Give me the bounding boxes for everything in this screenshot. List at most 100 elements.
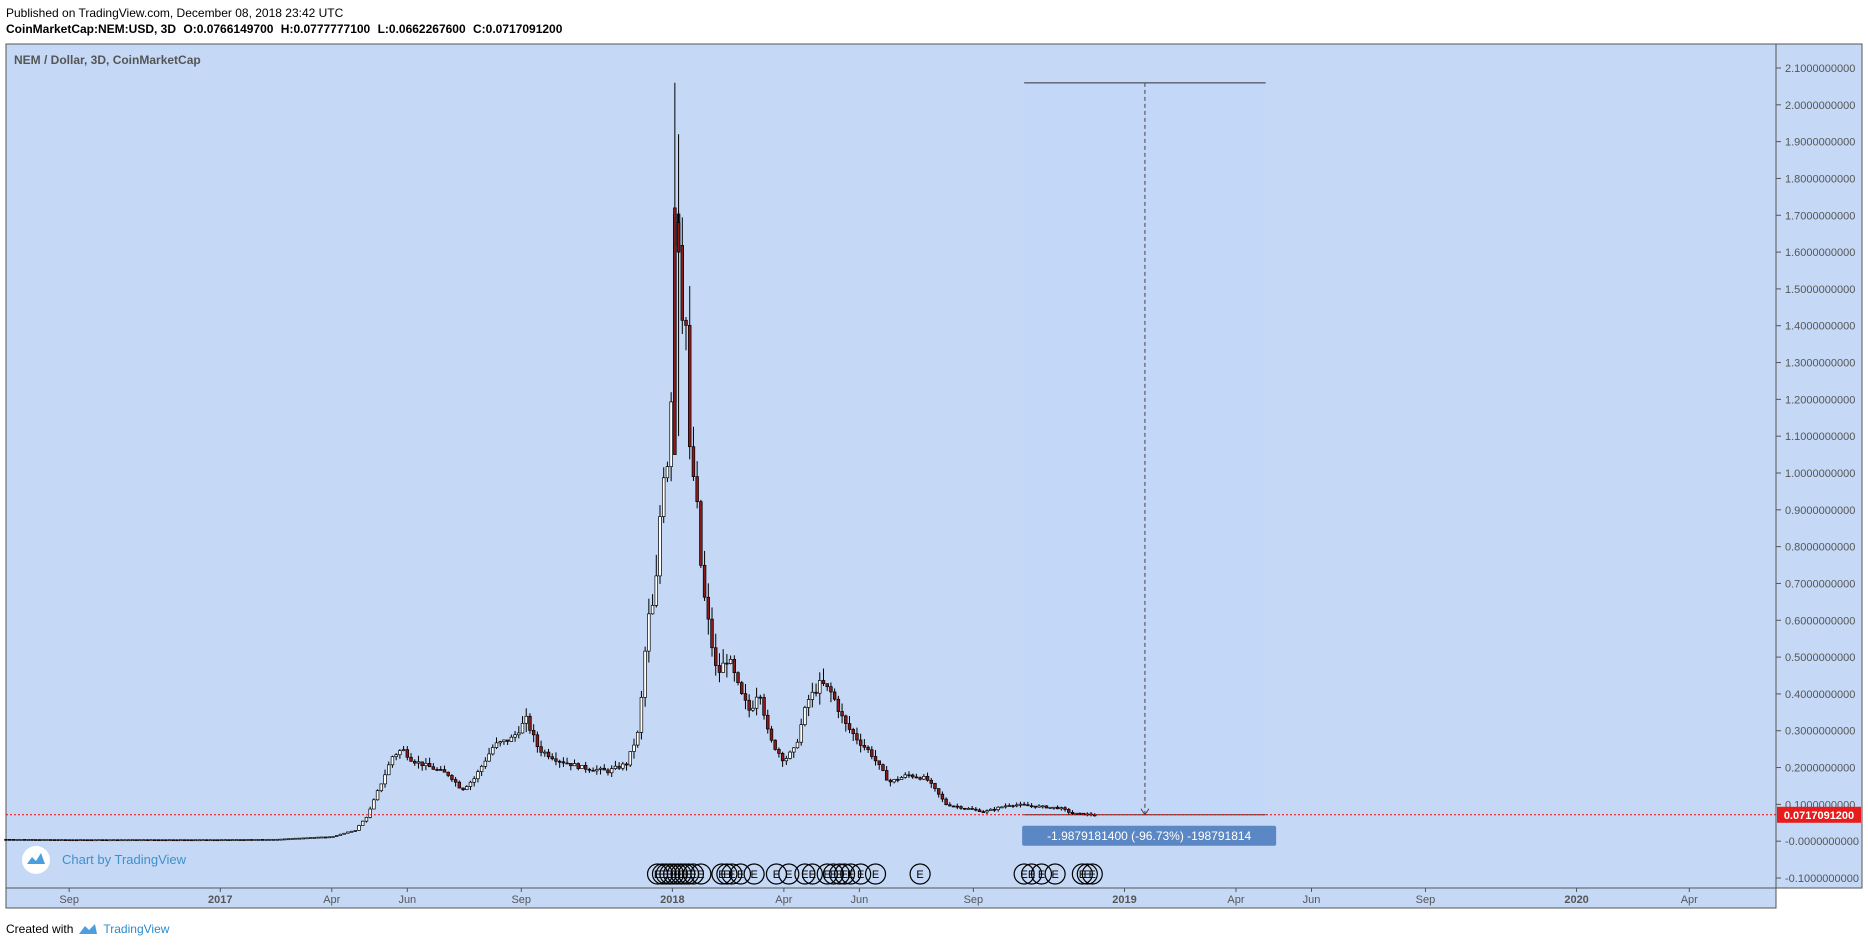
candle[interactable] <box>491 744 495 756</box>
candle[interactable] <box>416 755 421 769</box>
earnings-circle-icon[interactable]: E <box>778 863 800 885</box>
earnings-circle-icon[interactable]: E <box>677 863 700 885</box>
candle[interactable] <box>368 806 372 819</box>
candle[interactable] <box>866 745 870 753</box>
watermark[interactable]: Chart by TradingView <box>22 846 187 874</box>
candle[interactable] <box>583 761 588 773</box>
candle[interactable] <box>814 683 818 697</box>
time-axis-panel[interactable] <box>5 887 1777 909</box>
candle[interactable] <box>751 700 755 712</box>
candle[interactable] <box>925 772 930 782</box>
candle[interactable] <box>702 550 707 602</box>
candle[interactable] <box>792 747 796 758</box>
candle[interactable] <box>230 839 235 841</box>
candle[interactable] <box>238 839 242 841</box>
candle[interactable] <box>331 836 335 838</box>
candle[interactable] <box>1074 812 1078 815</box>
candle[interactable] <box>992 806 997 812</box>
candle[interactable] <box>728 655 733 665</box>
candle[interactable] <box>676 134 681 437</box>
candle[interactable] <box>714 633 718 676</box>
candle[interactable] <box>472 776 476 787</box>
measure-zone[interactable] <box>1024 82 1266 816</box>
candle[interactable] <box>271 838 276 841</box>
candle[interactable] <box>327 836 331 839</box>
plot-area[interactable] <box>5 43 1777 889</box>
candle[interactable] <box>598 766 603 775</box>
candle[interactable] <box>572 759 577 767</box>
candle[interactable] <box>688 286 692 460</box>
candle[interactable] <box>851 727 855 741</box>
candle[interactable] <box>342 832 346 835</box>
candle[interactable] <box>316 836 320 839</box>
candle[interactable] <box>167 839 172 842</box>
candle[interactable] <box>591 767 595 772</box>
candle[interactable] <box>832 688 837 701</box>
candle[interactable] <box>115 839 120 842</box>
candle[interactable] <box>944 797 948 806</box>
earnings-circle-icon[interactable]: E <box>666 863 688 885</box>
candle[interactable] <box>450 774 454 782</box>
candle[interactable] <box>888 778 893 787</box>
candle[interactable] <box>446 771 450 778</box>
candle[interactable] <box>305 837 309 840</box>
candle[interactable] <box>119 839 123 842</box>
earnings-circle-icon[interactable]: E <box>655 863 677 885</box>
candle[interactable] <box>67 839 71 842</box>
candle[interactable] <box>502 739 506 745</box>
candle[interactable] <box>1011 804 1015 809</box>
candle[interactable] <box>862 739 867 751</box>
candle[interactable] <box>870 746 874 760</box>
candle[interactable] <box>186 839 190 842</box>
candle[interactable] <box>691 426 696 481</box>
candle[interactable] <box>1048 806 1052 809</box>
price-axis-panel[interactable] <box>1775 43 1863 889</box>
candle[interactable] <box>34 839 38 841</box>
candle[interactable] <box>1000 806 1004 809</box>
candle[interactable] <box>323 836 328 839</box>
earnings-circle-icon[interactable]: E <box>828 863 851 885</box>
candle[interactable] <box>164 839 168 842</box>
candle[interactable] <box>264 839 268 841</box>
candle[interactable] <box>100 839 105 842</box>
candle[interactable] <box>617 762 621 770</box>
candle[interactable] <box>349 830 354 833</box>
candle[interactable] <box>1015 802 1019 808</box>
candle[interactable] <box>56 839 60 841</box>
candle[interactable] <box>108 839 112 842</box>
candle[interactable] <box>453 776 458 787</box>
candle[interactable] <box>45 839 49 841</box>
candle[interactable] <box>19 839 23 841</box>
candle[interactable] <box>996 806 1000 812</box>
candle[interactable] <box>699 499 703 569</box>
candle[interactable] <box>1007 803 1011 807</box>
candle[interactable] <box>725 654 729 678</box>
earnings-circle-icon[interactable]: E <box>822 863 845 885</box>
candle[interactable] <box>234 839 239 841</box>
candle[interactable] <box>662 467 666 524</box>
earnings-circle-icon[interactable]: E <box>765 863 788 885</box>
candle[interactable] <box>126 839 131 842</box>
earnings-circle-icon[interactable]: E <box>801 863 823 885</box>
candle[interactable] <box>357 824 361 831</box>
candle[interactable] <box>405 746 410 761</box>
candle[interactable] <box>424 758 428 771</box>
earnings-circle-icon[interactable]: E <box>1030 863 1053 885</box>
candle[interactable] <box>487 747 491 762</box>
candle[interactable] <box>922 774 926 781</box>
candle[interactable] <box>543 749 547 757</box>
candle[interactable] <box>141 839 146 842</box>
candle[interactable] <box>955 803 959 810</box>
candle[interactable] <box>130 839 135 842</box>
candle[interactable] <box>286 838 291 841</box>
candle[interactable] <box>427 757 432 768</box>
candle[interactable] <box>743 684 748 710</box>
candle[interactable] <box>294 837 298 840</box>
candle[interactable] <box>933 782 937 792</box>
candle[interactable] <box>256 839 261 841</box>
candle[interactable] <box>208 839 213 842</box>
candle[interactable] <box>442 765 447 773</box>
earnings-circle-icon[interactable]: E <box>674 863 696 885</box>
candle[interactable] <box>654 554 658 608</box>
